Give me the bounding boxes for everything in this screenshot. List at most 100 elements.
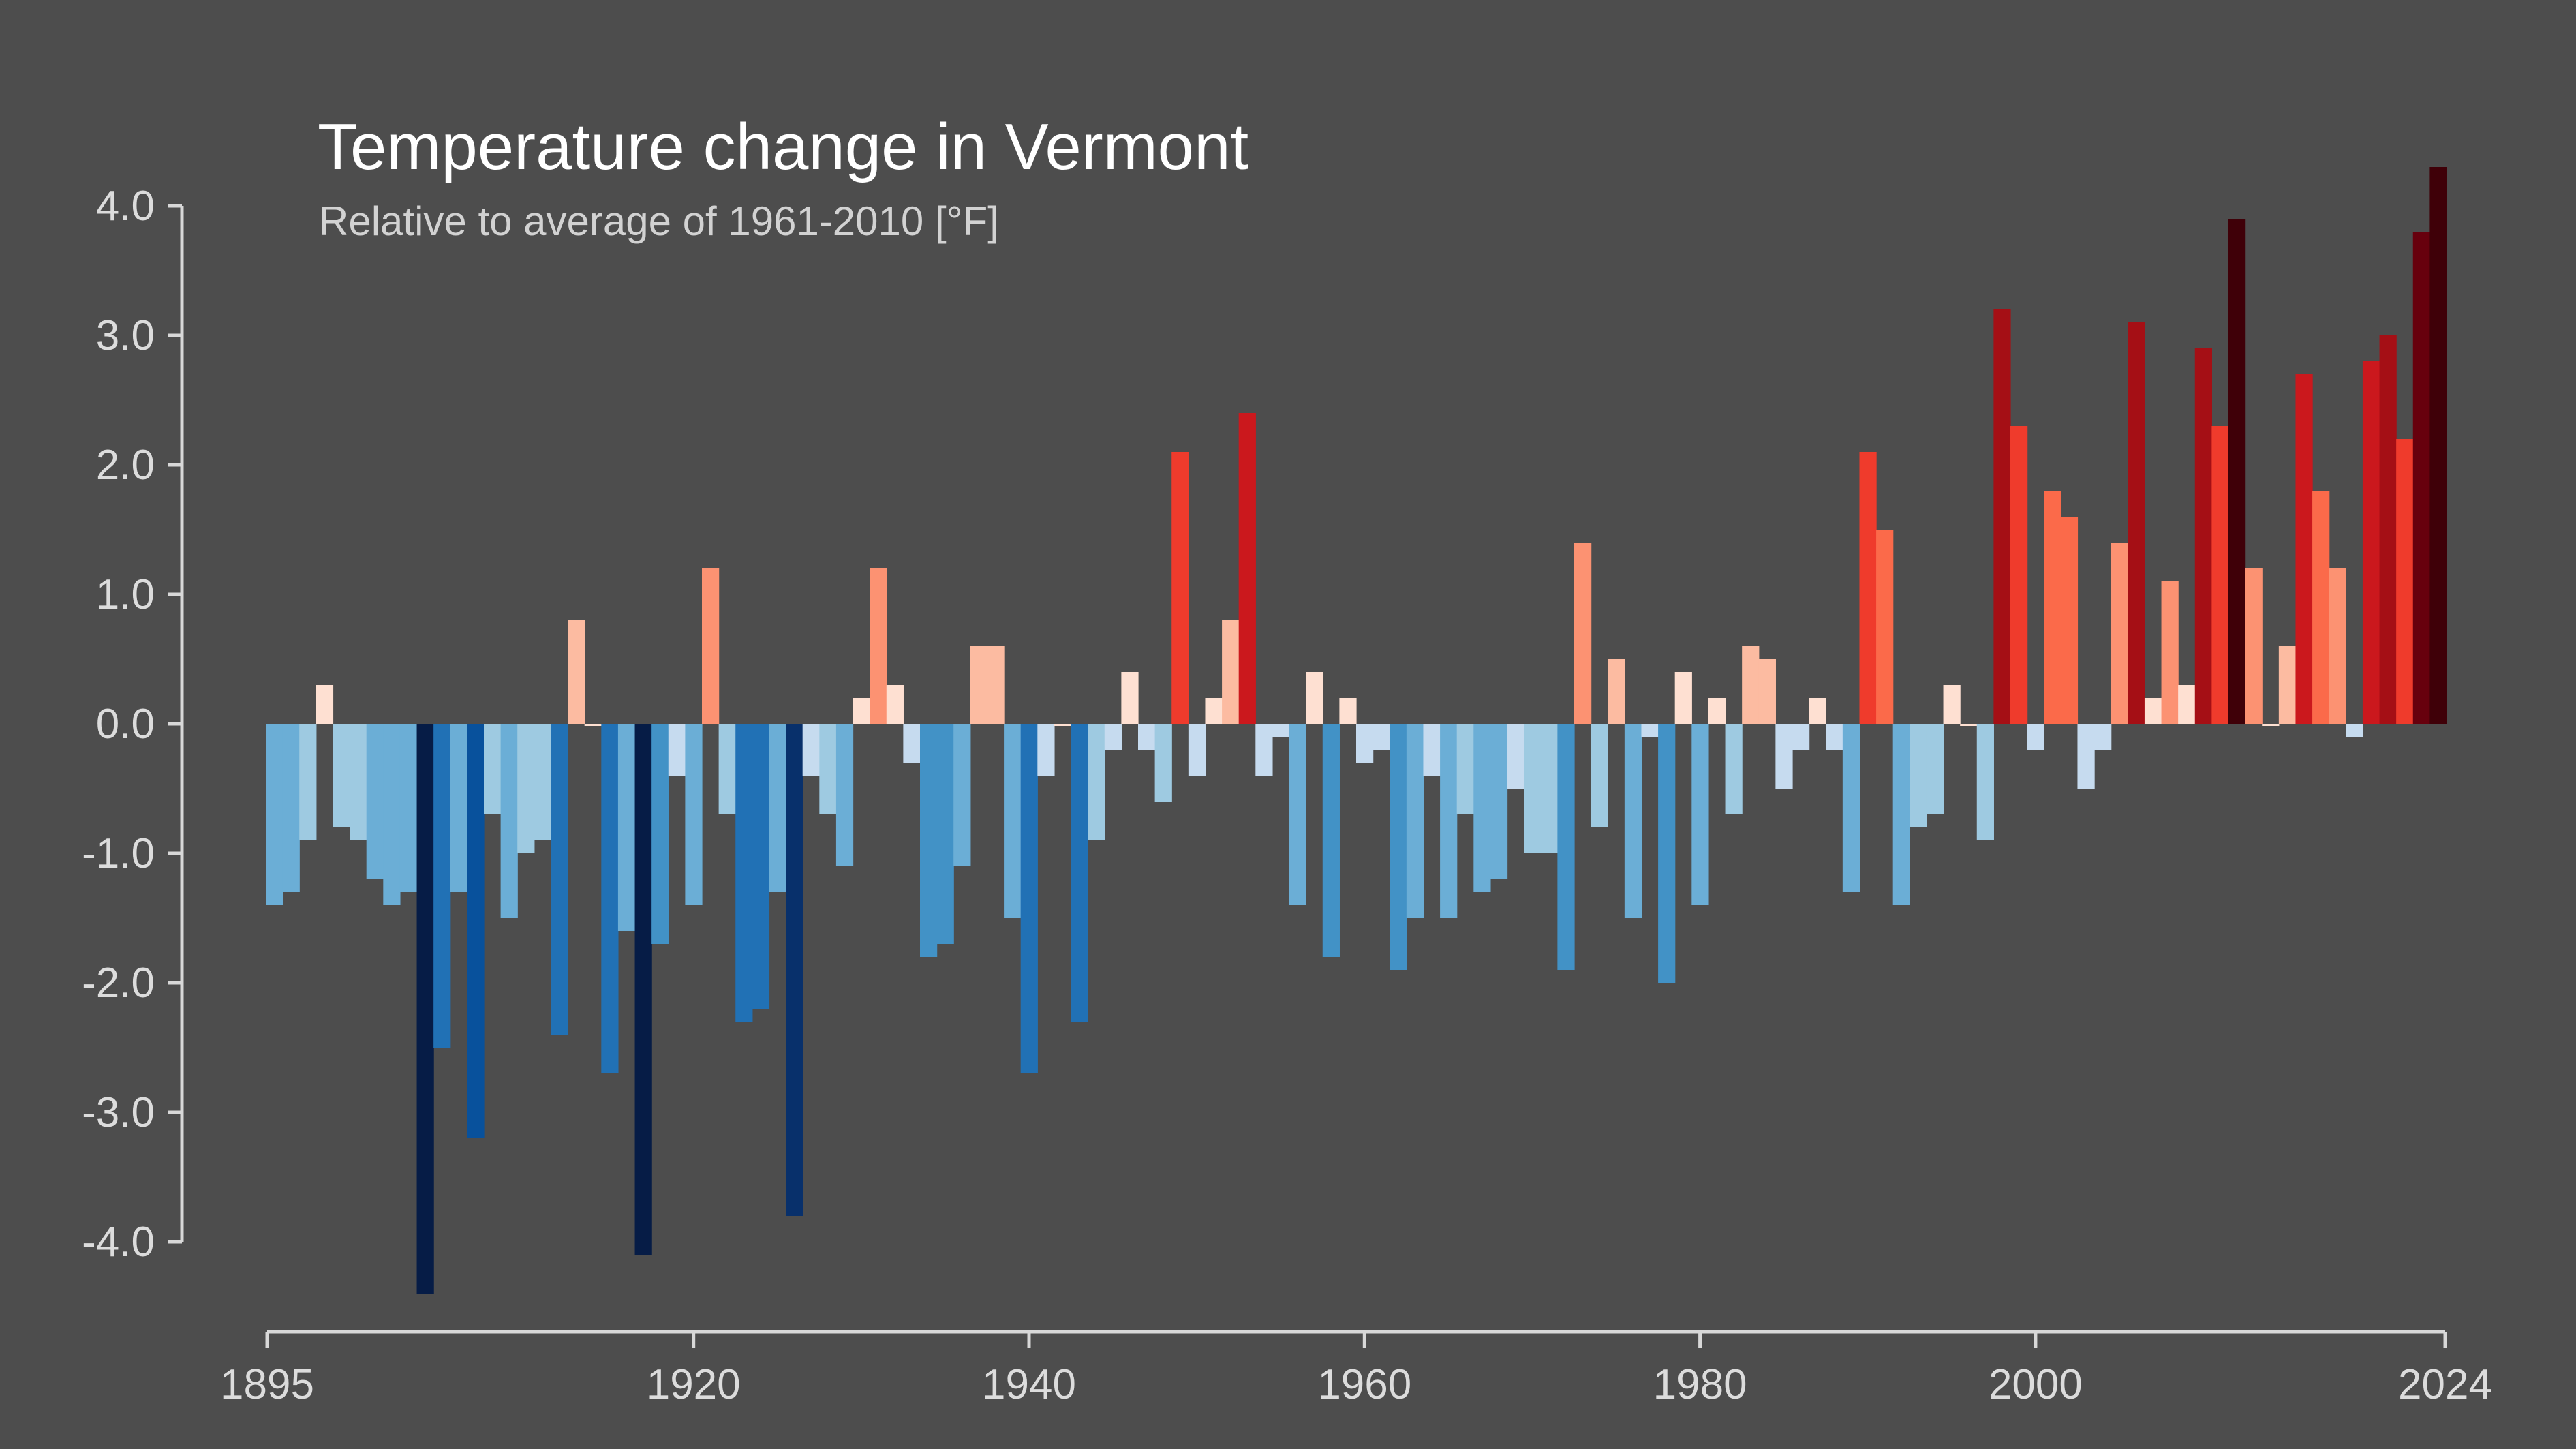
bar-1948: [1154, 724, 1172, 802]
bar-2004: [2094, 724, 2112, 750]
bar-1908: [484, 724, 502, 814]
bar-1924: [752, 724, 770, 1009]
x-tick-label: 2000: [1989, 1361, 2083, 1408]
bar-1968: [1490, 724, 1508, 879]
bar-1906: [450, 724, 467, 892]
bar-2016: [2295, 374, 2313, 724]
bar-1996: [1960, 724, 1978, 726]
bar-1917: [634, 724, 652, 1255]
bar-1985: [1775, 724, 1793, 789]
bar-1931: [870, 568, 887, 724]
bar-1981: [1708, 698, 1726, 724]
bar-1940: [1020, 724, 1038, 1073]
bar-2022: [2396, 439, 2414, 724]
bar-2020: [2362, 361, 2380, 724]
y-tick-label: 2.0: [96, 442, 155, 489]
bar-1964: [1423, 724, 1441, 776]
bar-1898: [316, 685, 334, 724]
bar-2003: [2077, 724, 2095, 789]
chart-title: Temperature change in Vermont: [318, 110, 1248, 183]
bar-1935: [936, 724, 954, 944]
bar-1938: [987, 646, 1005, 724]
x-tick-label: 1940: [982, 1361, 1076, 1408]
bar-1944: [1088, 724, 1105, 840]
bar-2013: [2245, 568, 2263, 724]
bar-1949: [1171, 452, 1189, 724]
bar-1937: [970, 646, 988, 724]
y-tick-label: -1.0: [82, 830, 155, 877]
bar-1912: [551, 724, 568, 1035]
bar-1953: [1238, 413, 1256, 724]
bar-2002: [2060, 517, 2079, 724]
bar-2008: [2161, 581, 2179, 724]
bar-1920: [685, 724, 703, 905]
bar-2011: [2211, 426, 2229, 724]
bar-1971: [1540, 724, 1558, 853]
bar-1929: [835, 724, 854, 866]
bar-2021: [2379, 335, 2397, 724]
bar-1930: [853, 698, 870, 724]
bar-1909: [500, 724, 518, 918]
bar-1934: [920, 724, 938, 957]
bar-1933: [903, 724, 921, 763]
bar-2019: [2346, 724, 2363, 737]
x-tick-label: 1980: [1653, 1361, 1747, 1408]
bar-1907: [467, 724, 485, 1138]
bar-1919: [668, 724, 686, 776]
bar-1987: [1809, 698, 1826, 724]
bar-1946: [1121, 672, 1139, 724]
bar-1951: [1205, 698, 1223, 724]
bar-1992: [1892, 724, 1910, 905]
bar-1994: [1926, 724, 1944, 814]
bar-1989: [1842, 724, 1860, 892]
bar-1902: [383, 724, 401, 905]
bar-1928: [819, 724, 837, 814]
y-tick-label: -3.0: [82, 1089, 155, 1136]
bar-2010: [2194, 348, 2212, 724]
chart-subtitle: Relative to average of 1961-2010 [°F]: [319, 198, 999, 244]
bar-2018: [2329, 568, 2346, 724]
bar-1979: [1674, 672, 1692, 724]
bar-1903: [399, 724, 418, 892]
bar-1947: [1138, 724, 1156, 750]
x-axis: 1895 1920 1940 1960 1980 2000 2024: [220, 1330, 2492, 1408]
x-tick-label: 1920: [647, 1361, 741, 1408]
bar-2000: [2027, 724, 2044, 750]
bar-1911: [534, 724, 552, 840]
bar-1980: [1691, 724, 1709, 905]
x-tick-label: 1960: [1317, 1361, 1411, 1408]
bar-1967: [1473, 724, 1491, 892]
y-tick-label: 1.0: [96, 571, 155, 618]
y-tick-label: -4.0: [82, 1219, 155, 1266]
bar-1895: [266, 724, 283, 905]
bar-1915: [601, 724, 619, 1073]
bar-1998: [1993, 309, 2011, 724]
y-tick-label: 0.0: [96, 701, 155, 748]
bar-1952: [1222, 620, 1240, 724]
bar-1905: [433, 724, 451, 1048]
bar-2023: [2412, 232, 2430, 724]
bar-1958: [1322, 724, 1340, 957]
bar-1976: [1624, 724, 1642, 918]
bar-1896: [282, 724, 300, 892]
bar-1997: [1976, 724, 1994, 840]
bar-1904: [416, 724, 434, 1294]
bar-2005: [2111, 543, 2128, 724]
bar-1991: [1876, 530, 1894, 724]
bar-1927: [802, 724, 820, 776]
bar-1974: [1591, 724, 1608, 827]
bar-1988: [1826, 724, 1843, 750]
bar-series: [266, 167, 2447, 1294]
bar-1963: [1406, 724, 1424, 918]
bar-1995: [1943, 685, 1961, 724]
bar-1966: [1456, 724, 1474, 814]
bar-1972: [1557, 724, 1575, 970]
bar-2012: [2228, 219, 2246, 724]
bar-1910: [517, 724, 535, 853]
bar-1922: [718, 724, 736, 814]
bar-1900: [350, 724, 367, 840]
bar-1913: [568, 620, 585, 724]
x-tick-label: 2024: [2398, 1361, 2492, 1408]
bar-1936: [953, 724, 971, 866]
